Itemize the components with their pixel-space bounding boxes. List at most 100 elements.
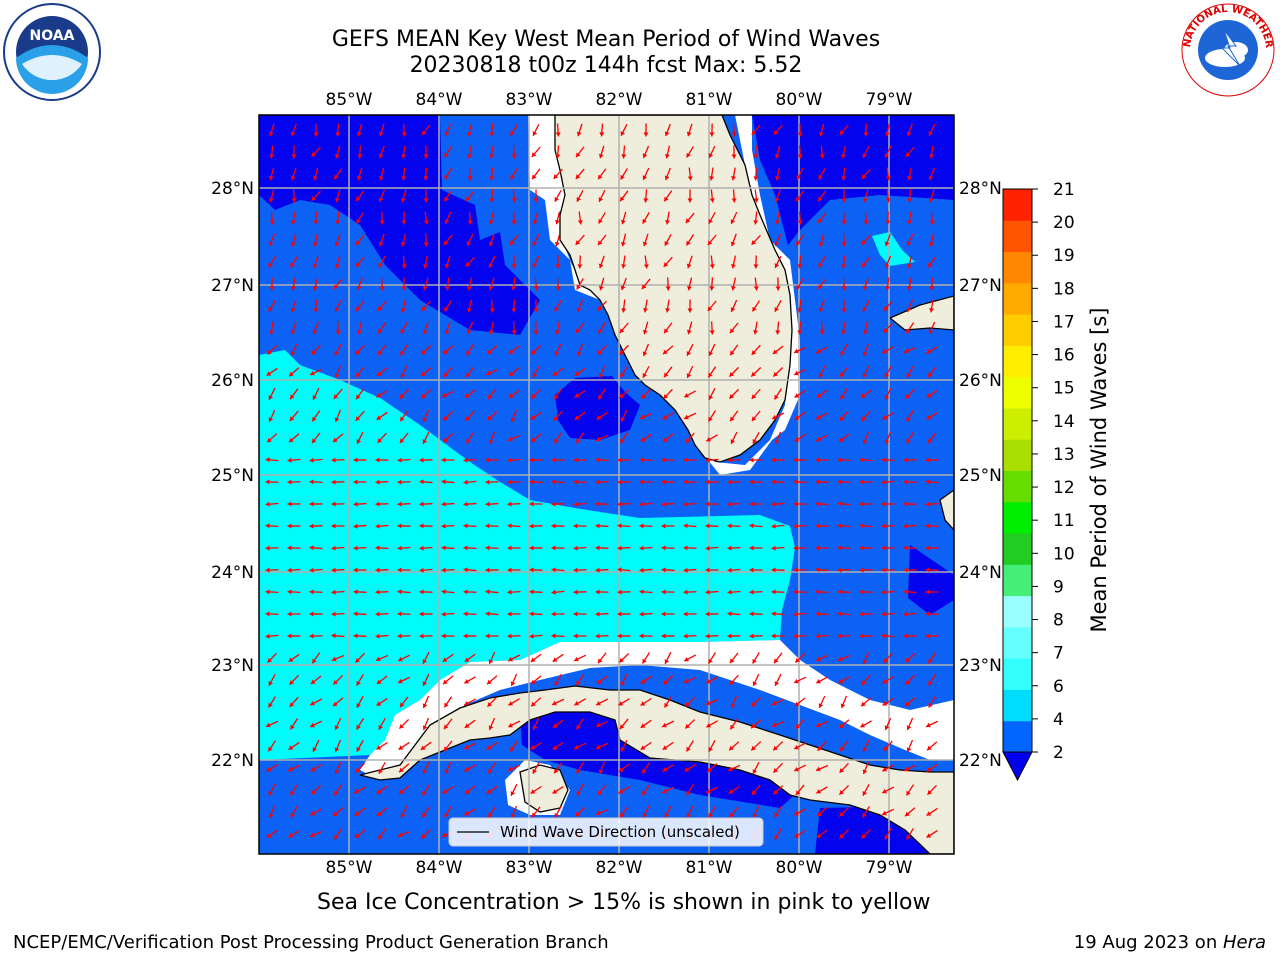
- wind-wave-arrow-head: [863, 132, 869, 137]
- wind-wave-arrow-head: [288, 833, 294, 838]
- wind-wave-arrow-head: [795, 724, 801, 729]
- wind-wave-arrow-head: [707, 767, 712, 773]
- wind-wave-arrow-head: [397, 457, 402, 463]
- wind-wave-arrow-head: [841, 286, 847, 291]
- wind-wave-arrow-head: [731, 285, 736, 291]
- wind-wave-arrow-head: [683, 611, 688, 617]
- wind-wave-arrow-head: [728, 766, 733, 772]
- wind-wave-arrow-head: [903, 589, 908, 595]
- wind-wave-arrow-head: [487, 702, 493, 707]
- wind-wave-arrow-head: [310, 832, 315, 838]
- sea-ice-caption: Sea Ice Concentration > 15% is shown in …: [317, 890, 931, 915]
- wind-wave-arrow-head: [309, 545, 314, 551]
- wind-wave-arrow-head: [642, 768, 647, 774]
- wind-wave-arrow-head: [882, 349, 888, 354]
- wind-wave-arrow-head: [642, 351, 648, 357]
- wind-wave-arrow-head: [795, 790, 801, 796]
- wind-wave-arrow-head: [423, 198, 429, 203]
- wind-wave-arrow-head: [907, 220, 913, 225]
- wind-wave-arrow-head: [661, 545, 666, 551]
- wind-wave-arrow-head: [793, 523, 798, 529]
- wind-wave-arrow-head: [268, 306, 273, 312]
- wind-wave-arrow-head: [620, 681, 626, 686]
- wind-wave-arrow-head: [598, 263, 604, 269]
- colorbar: 2 4 6 7 8 9 10 11 12 13 14 15 16 17 18 19 20 21: [1002, 180, 1075, 782]
- wind-wave-arrow-head: [709, 132, 715, 137]
- wind-wave-arrow-head: [862, 747, 868, 752]
- wind-wave-arrow-head: [356, 218, 361, 224]
- wind-wave-arrow-head: [464, 700, 469, 706]
- wind-wave-arrow-head: [333, 811, 338, 817]
- wind-wave-arrow-head: [797, 154, 803, 159]
- wind-wave-arrow-head: [375, 501, 380, 507]
- wind-wave-arrow-head: [267, 437, 272, 443]
- wind-wave-arrow-head: [884, 372, 889, 378]
- wind-wave-arrow-head: [752, 769, 758, 774]
- wind-wave-arrow-head: [619, 328, 625, 333]
- wind-wave-arrow-head: [529, 457, 534, 463]
- wind-wave-arrow-head: [771, 633, 776, 639]
- wind-wave-arrow-head: [903, 479, 908, 485]
- wind-wave-arrow-head: [906, 438, 911, 444]
- wind-wave-arrow-head: [573, 479, 578, 485]
- wind-wave-arrow-head: [488, 285, 494, 291]
- wind-wave-arrow-head: [268, 790, 273, 796]
- wind-wave-arrow-head: [423, 220, 429, 225]
- wind-wave-arrow-head: [925, 545, 930, 551]
- right-lat-tick-label: 22°N: [959, 751, 1002, 771]
- wind-wave-arrow-head: [268, 262, 273, 268]
- wind-wave-arrow-head: [839, 372, 845, 378]
- wind-wave-arrow-head: [794, 811, 800, 816]
- wind-wave-arrow-head: [334, 197, 340, 203]
- colorbar-tick-label: 2: [1053, 743, 1064, 763]
- wind-wave-arrow-head: [356, 131, 362, 137]
- wind-wave-arrow-head: [511, 330, 517, 335]
- ocean-4-6s-region: [259, 350, 795, 760]
- left-lat-tick-label: 28°N: [211, 179, 254, 199]
- wind-wave-arrow-head: [444, 769, 450, 774]
- wind-wave-arrow-head: [331, 501, 336, 507]
- wind-wave-arrow-head: [882, 810, 887, 816]
- wind-wave-arrow-head: [379, 286, 385, 291]
- wind-wave-arrow-head: [839, 723, 844, 729]
- wind-wave-arrow-head: [859, 633, 864, 639]
- wind-wave-arrow-head: [661, 501, 666, 507]
- wind-wave-arrow-head: [751, 723, 756, 729]
- colorbar-tick-label: 9: [1053, 577, 1064, 597]
- wind-wave-arrow-head: [707, 306, 713, 312]
- wind-wave-arrow-head: [639, 611, 644, 617]
- wind-wave-arrow-head: [816, 678, 821, 684]
- wind-wave-arrow-head: [684, 656, 689, 662]
- wind-wave-arrow-head: [595, 545, 600, 551]
- wind-wave-arrow-head: [419, 479, 424, 485]
- wind-wave-arrow-head: [685, 438, 691, 443]
- wind-wave-arrow-head: [467, 154, 473, 159]
- wind-wave-arrow-head: [511, 286, 517, 291]
- wind-wave-arrow-head: [289, 416, 295, 421]
- land-bahamas-top: [888, 295, 954, 331]
- wind-wave-arrow-head: [753, 176, 759, 181]
- wind-wave-arrow-head: [642, 241, 648, 247]
- wind-wave-arrow-head: [595, 589, 600, 595]
- wind-wave-arrow-head: [574, 656, 579, 662]
- wind-wave-arrow-head: [532, 219, 538, 225]
- wind-wave-arrow-head: [464, 657, 470, 662]
- wind-wave-arrow-head: [929, 220, 935, 225]
- wind-wave-arrow-head: [334, 373, 340, 378]
- wind-wave-arrow-head: [662, 745, 668, 750]
- wind-wave-arrow-head: [709, 286, 715, 291]
- wind-wave-arrow-head: [287, 501, 292, 507]
- wind-wave-arrow-head: [401, 154, 407, 159]
- wind-wave-arrow-head: [705, 633, 710, 639]
- wind-wave-arrow-head: [465, 416, 471, 421]
- wind-wave-arrow-head: [749, 501, 754, 507]
- wind-wave-arrow-head: [289, 371, 294, 377]
- wind-wave-arrow-head: [421, 349, 426, 355]
- wind-wave-arrow-head: [595, 479, 600, 485]
- wind-wave-arrow-head: [837, 479, 842, 485]
- wind-wave-arrow-head: [751, 130, 757, 135]
- wind-wave-arrow-head: [463, 457, 468, 463]
- wind-wave-arrow-head: [378, 834, 383, 840]
- wind-wave-arrow-head: [356, 439, 362, 444]
- wind-wave-arrow-head: [685, 218, 691, 223]
